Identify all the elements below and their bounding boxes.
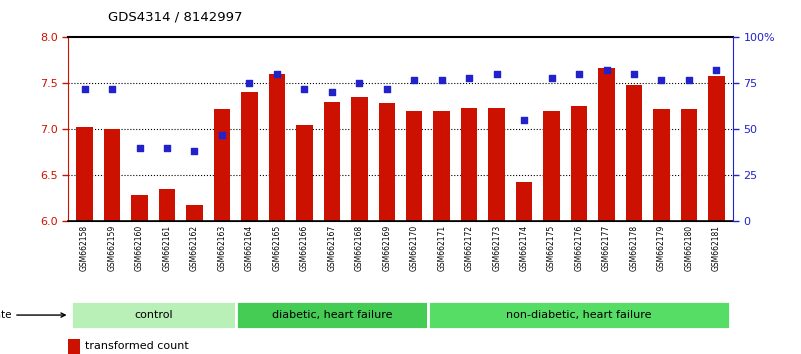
Text: GSM662164: GSM662164 [245,225,254,272]
Bar [543,111,560,221]
Text: disease state: disease state [0,310,65,320]
Point [380,86,393,92]
Bar [186,205,203,221]
Point [133,145,146,150]
Point [682,77,695,82]
Bar [68,339,80,354]
Text: GSM662181: GSM662181 [712,225,721,271]
Bar [70,301,235,329]
Point [710,68,723,73]
Bar [351,97,368,221]
Point [325,90,338,95]
Text: GSM662171: GSM662171 [437,225,446,271]
Point [600,68,613,73]
Text: GSM662158: GSM662158 [80,225,89,271]
Bar [428,301,731,329]
Text: GSM662167: GSM662167 [328,225,336,272]
Point [655,77,668,82]
Bar [654,109,670,221]
Bar [131,195,147,221]
Point [215,132,228,138]
Point [188,148,201,154]
Text: GSM662165: GSM662165 [272,225,281,272]
Bar [159,189,175,221]
Bar [626,85,642,221]
Text: GSM662161: GSM662161 [163,225,171,271]
Bar [489,108,505,221]
Text: GSM662159: GSM662159 [107,225,116,272]
Point [517,117,530,123]
Text: GSM662173: GSM662173 [492,225,501,272]
Bar [76,127,93,221]
Point [435,77,448,82]
Text: GSM662180: GSM662180 [685,225,694,271]
Point [545,75,558,80]
Text: GDS4314 / 8142997: GDS4314 / 8142997 [108,10,243,23]
Bar [516,182,533,221]
Bar [296,125,312,221]
Bar [268,74,285,221]
Point [353,80,366,86]
Text: control: control [134,310,172,320]
Point [106,86,119,92]
Text: non-diabetic, heart failure: non-diabetic, heart failure [506,310,652,320]
Bar [241,92,258,221]
Text: GSM662176: GSM662176 [574,225,584,272]
Bar [214,109,230,221]
Point [271,71,284,77]
Text: GSM662179: GSM662179 [657,225,666,272]
Bar [571,106,587,221]
Text: GSM662160: GSM662160 [135,225,144,272]
Text: transformed count: transformed count [85,341,188,352]
Text: GSM662174: GSM662174 [520,225,529,272]
Point [243,80,256,86]
Bar [433,111,450,221]
Bar [406,111,422,221]
Bar [681,109,697,221]
Text: GSM662168: GSM662168 [355,225,364,271]
Bar [598,68,615,221]
Text: GSM662162: GSM662162 [190,225,199,271]
Text: GSM662177: GSM662177 [602,225,611,272]
Point [490,71,503,77]
Point [160,145,173,150]
Text: GSM662169: GSM662169 [382,225,391,272]
Point [628,71,641,77]
Point [78,86,91,92]
Text: diabetic, heart failure: diabetic, heart failure [272,310,392,320]
Bar [708,76,725,221]
Bar [104,129,120,221]
Text: GSM662170: GSM662170 [410,225,419,272]
Text: GSM662178: GSM662178 [630,225,638,271]
Text: GSM662163: GSM662163 [217,225,227,272]
Text: GSM662175: GSM662175 [547,225,556,272]
Bar [379,103,395,221]
Point [408,77,421,82]
Point [573,71,586,77]
Bar [324,102,340,221]
Text: GSM662166: GSM662166 [300,225,309,272]
Point [298,86,311,92]
Point [463,75,476,80]
Bar [235,301,428,329]
Bar [461,108,477,221]
Text: GSM662172: GSM662172 [465,225,473,271]
